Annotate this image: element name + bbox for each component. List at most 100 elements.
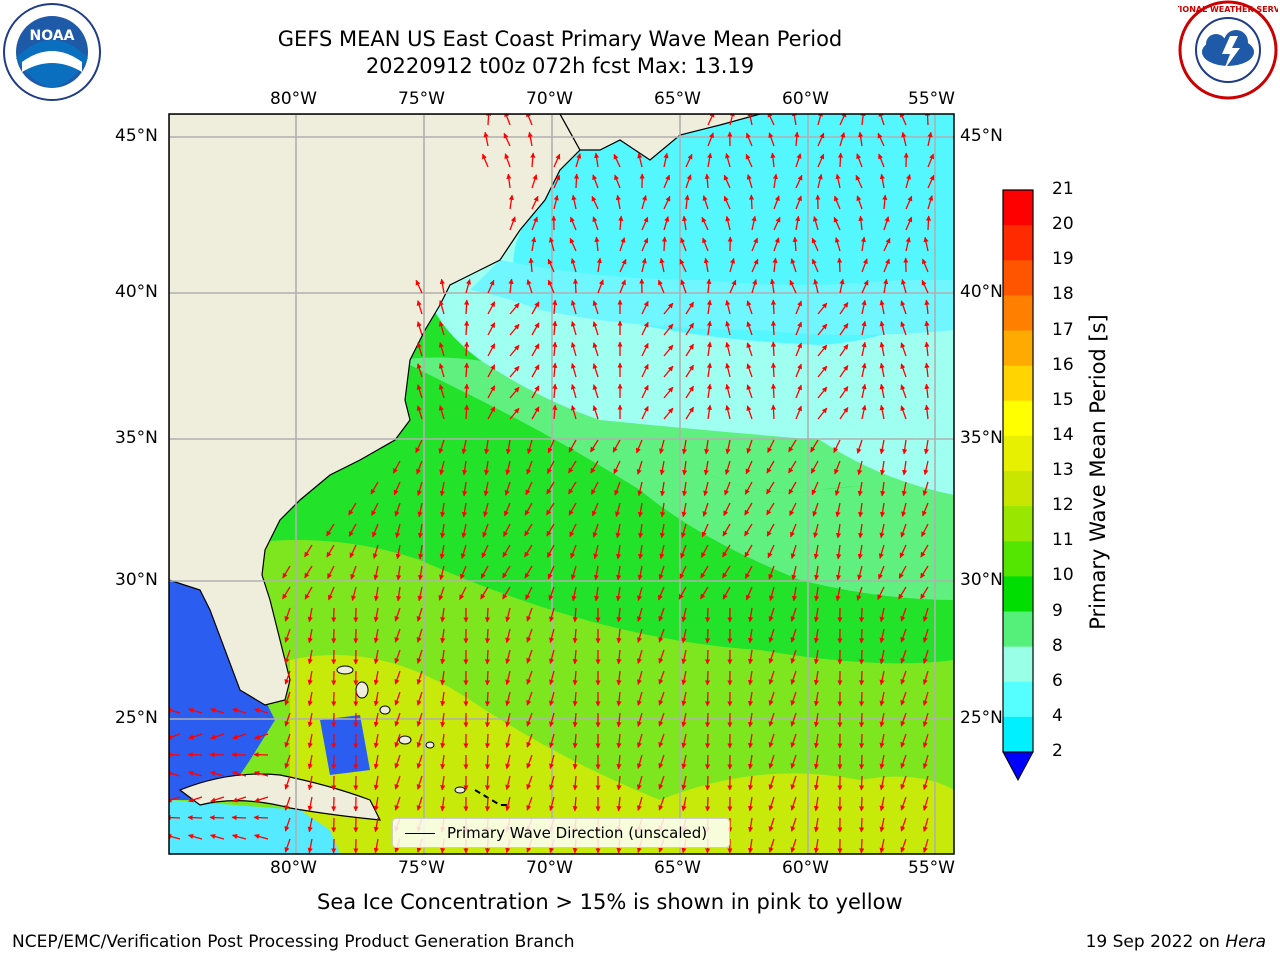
legend-line-icon <box>405 832 435 834</box>
wave-arrow <box>725 362 731 378</box>
wave-arrow <box>326 523 335 537</box>
gulf-blue <box>169 580 275 800</box>
wave-arrow <box>373 649 379 665</box>
wave-arrow <box>839 278 845 294</box>
wave-arrow <box>835 173 841 189</box>
wave-arrow <box>460 544 467 559</box>
lat-label-left: 35°N <box>115 428 158 448</box>
wave-arrow <box>790 691 797 706</box>
wave-arrow <box>636 691 643 706</box>
wave-arrow <box>572 691 578 707</box>
wave-arrow <box>702 502 709 517</box>
wave-arrow <box>900 670 907 685</box>
wave-arrow <box>485 114 492 126</box>
wave-arrow <box>790 649 797 664</box>
wave-arrow <box>439 544 445 560</box>
lon-label-bottom: 65°W <box>654 858 701 878</box>
wave-arrow <box>284 628 291 643</box>
wave-arrow <box>394 796 401 811</box>
wave-arrow <box>922 712 929 727</box>
wave-arrow <box>706 320 712 336</box>
wave-arrow <box>858 502 864 518</box>
wave-arrow <box>612 439 621 453</box>
wave-arrow <box>857 565 863 581</box>
wave-arrow <box>747 712 754 728</box>
wave-arrow <box>924 341 930 357</box>
wave-arrow <box>834 237 841 252</box>
wave-arrow <box>616 544 622 560</box>
wave-arrow <box>747 775 754 791</box>
wave-arrow <box>373 733 379 749</box>
wave-arrow <box>879 775 885 791</box>
wave-arrow <box>373 586 380 602</box>
wave-arrow <box>748 194 755 210</box>
wave-arrow <box>549 712 555 728</box>
colorbar-tick-label: 12 <box>1052 495 1074 516</box>
wave-arrow <box>394 775 401 790</box>
wave-arrow <box>568 502 577 516</box>
wave-arrow <box>835 502 841 518</box>
wave-arrow <box>524 523 533 537</box>
wave-arrow <box>856 153 863 168</box>
wave-arrow <box>920 586 929 600</box>
wave-arrow <box>526 733 533 748</box>
colorbar-segment <box>1003 435 1033 472</box>
lat-label-right: 45°N <box>960 126 1003 146</box>
wave-arrow <box>613 460 621 475</box>
wave-arrow <box>231 815 247 821</box>
wave-arrow <box>837 152 844 168</box>
wave-arrow <box>744 544 753 558</box>
wave-arrow <box>705 670 711 686</box>
wave-arrow <box>638 544 644 560</box>
wave-arrow <box>188 770 203 777</box>
lon-label-top: 60°W <box>782 89 829 109</box>
wave-arrow <box>795 405 802 420</box>
wave-arrow <box>484 691 491 707</box>
wave-arrow <box>440 649 446 665</box>
legend-label: Primary Wave Direction (unscaled) <box>447 824 708 842</box>
wave-arrow <box>484 649 491 665</box>
wave-arrow <box>705 754 711 770</box>
wave-arrow <box>505 460 511 476</box>
wave-arrow <box>790 712 797 727</box>
colorbar-segment <box>1003 330 1033 367</box>
wave-arrow <box>879 299 885 315</box>
wave-arrow <box>637 565 643 581</box>
wave-arrow <box>905 195 913 210</box>
wave-arrow <box>817 302 828 315</box>
wave-arrow <box>307 691 313 707</box>
wave-arrow <box>791 586 798 602</box>
wave-arrow <box>592 363 599 378</box>
wave-arrow <box>524 565 533 579</box>
wave-arrow <box>921 279 929 294</box>
wave-arrow <box>439 460 445 476</box>
wave-arrow <box>725 320 731 336</box>
wave-arrow <box>813 628 820 644</box>
wave-arrow <box>766 460 775 474</box>
wave-arrow <box>658 712 665 727</box>
wave-arrow <box>487 343 496 357</box>
wave-arrow <box>879 628 885 644</box>
wave-arrow <box>370 481 379 495</box>
wave-arrow <box>548 586 555 601</box>
wave-arrow <box>766 523 775 537</box>
wave-arrow <box>462 481 468 497</box>
wave-arrow <box>641 363 649 378</box>
wave-arrow <box>505 649 511 665</box>
wave-arrow <box>744 502 753 516</box>
wave-arrow <box>922 649 929 664</box>
wave-arrow <box>811 237 819 252</box>
wave-arrow <box>744 523 753 537</box>
wave-arrow <box>684 194 690 210</box>
wave-arrow <box>284 670 291 685</box>
wave-arrow <box>253 815 269 821</box>
wave-arrow <box>835 565 842 581</box>
colorbar <box>1002 189 1034 782</box>
wave-arrow <box>487 406 496 420</box>
wave-arrow <box>570 216 577 231</box>
wave-arrow <box>460 565 467 580</box>
wave-arrow <box>729 257 736 273</box>
wave-arrow <box>641 342 649 357</box>
footer-host: Hera <box>1225 932 1266 952</box>
wave-arrow <box>817 114 823 126</box>
